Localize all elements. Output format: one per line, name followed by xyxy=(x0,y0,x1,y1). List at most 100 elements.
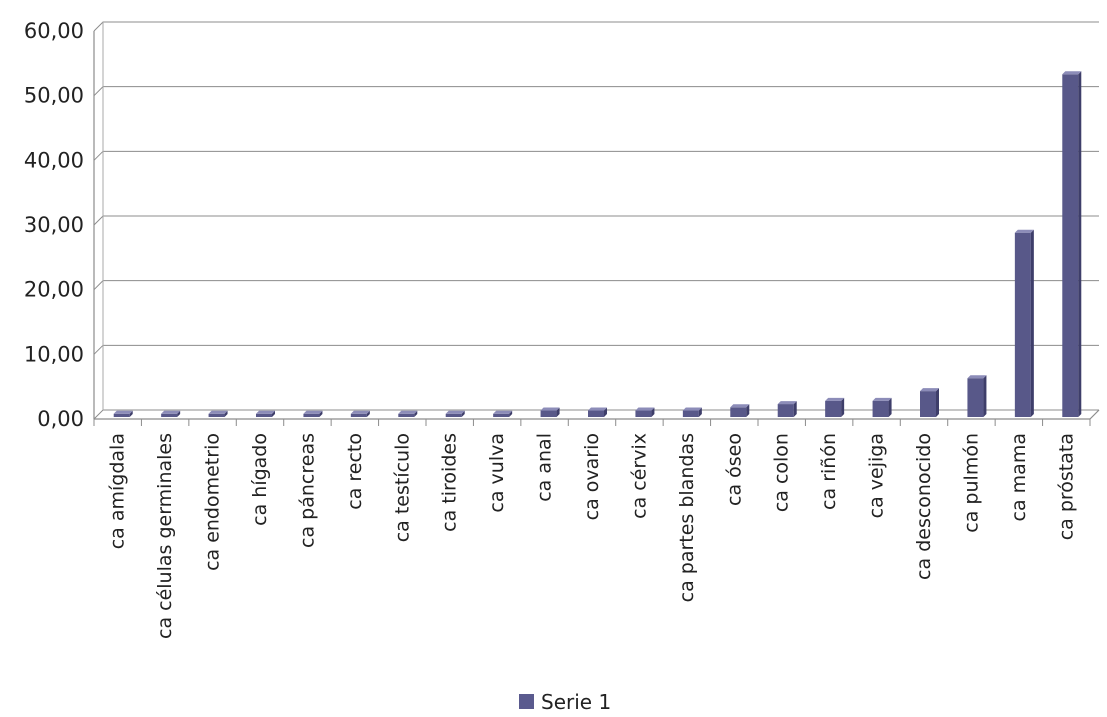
bar-top xyxy=(1062,71,1082,75)
bar xyxy=(1014,229,1034,417)
bar-front xyxy=(161,413,178,417)
bar-top xyxy=(303,410,323,414)
bar-top xyxy=(967,375,987,379)
bar-side xyxy=(272,410,275,417)
bar-side xyxy=(793,401,797,417)
bar xyxy=(398,410,418,417)
bar-top xyxy=(872,397,892,401)
bar-top xyxy=(777,401,797,405)
bar xyxy=(303,410,323,417)
bar-front xyxy=(635,410,652,417)
bar-side xyxy=(841,397,845,417)
x-tick-label: ca mama xyxy=(1008,433,1030,521)
bar-front xyxy=(208,413,225,417)
bar xyxy=(730,404,750,417)
bar-side xyxy=(177,410,181,417)
bar-front xyxy=(588,410,604,417)
bar-front xyxy=(303,413,320,417)
bar-front xyxy=(825,400,842,417)
floor-edge xyxy=(1089,409,1100,420)
bar-side xyxy=(888,397,892,417)
x-tick-label: ca pulmón xyxy=(960,433,982,533)
bar-side xyxy=(556,407,560,417)
bar-top xyxy=(730,404,750,408)
bar xyxy=(493,410,513,417)
y-tick-label: 10,00 xyxy=(24,342,84,366)
bar-top xyxy=(1014,229,1034,233)
x-tick-label: ca vejiga xyxy=(866,433,888,518)
gridline xyxy=(93,150,1099,161)
bar xyxy=(682,407,702,417)
bar-front xyxy=(730,407,747,417)
y-tick-label: 0,00 xyxy=(37,407,84,431)
x-tick-label: ca vulva xyxy=(486,433,508,513)
bar xyxy=(256,410,275,417)
bar-side xyxy=(509,410,513,417)
bar-front xyxy=(1062,74,1079,418)
bar-side xyxy=(651,407,655,417)
bar xyxy=(540,407,560,417)
bar xyxy=(825,397,845,417)
bar-top xyxy=(398,410,418,414)
x-tick-label: ca recto xyxy=(344,433,366,510)
bar-side xyxy=(746,404,750,417)
bar-front xyxy=(682,410,699,417)
bar-front xyxy=(1014,232,1031,417)
bar-front xyxy=(398,413,415,417)
legend-swatch xyxy=(519,694,534,709)
x-tick-label: ca hígado xyxy=(249,433,271,526)
bar-side xyxy=(224,410,228,417)
x-tick-label: ca testículo xyxy=(391,433,413,542)
bar-top xyxy=(635,407,655,411)
bar-side xyxy=(604,407,607,417)
y-tick-label: 40,00 xyxy=(24,148,84,172)
x-tick-label: ca células germinales xyxy=(154,433,176,639)
bar xyxy=(635,407,655,417)
x-tick-label: ca próstata xyxy=(1055,433,1077,540)
bar-front xyxy=(493,413,510,417)
y-tick-label: 50,00 xyxy=(24,84,84,108)
y-tick-label: 60,00 xyxy=(24,19,84,43)
bars xyxy=(113,71,1082,418)
legend: Serie 1 xyxy=(519,690,611,714)
gridline xyxy=(93,21,1099,32)
bar-top xyxy=(540,407,560,411)
y-axis-tick-labels: 0,00 10,00 20,00 30,00 40,00 50,00 60,00 xyxy=(24,19,84,431)
bar-side xyxy=(1030,229,1034,417)
x-tick-label: ca tiroides xyxy=(439,433,461,532)
bar-top xyxy=(682,407,702,411)
bar-front xyxy=(256,413,272,417)
bar-top xyxy=(208,410,228,414)
gridlines xyxy=(93,21,1099,420)
bar-top xyxy=(920,388,939,392)
bar-top xyxy=(445,410,465,414)
x-tick-label: ca riñón xyxy=(818,433,840,510)
bar-top xyxy=(825,397,845,401)
bar xyxy=(445,410,465,417)
gridline xyxy=(93,280,1099,291)
gridline xyxy=(93,344,1099,355)
x-tick-label: ca cérvix xyxy=(628,433,650,519)
x-tick-label: ca partes blandas xyxy=(676,433,698,602)
bar-front xyxy=(540,410,557,417)
bar-front xyxy=(113,413,130,417)
bar-side xyxy=(983,375,987,417)
bar-front xyxy=(920,391,936,417)
x-tick-label: ca colon xyxy=(771,433,793,512)
bar-side xyxy=(414,410,418,417)
y-tick-label: 30,00 xyxy=(24,213,84,237)
x-tick-label: ca desconocido xyxy=(913,433,935,580)
bar-top xyxy=(161,410,181,414)
bar xyxy=(161,410,181,417)
bar-side xyxy=(129,410,133,417)
gridline xyxy=(93,86,1099,97)
bar-side xyxy=(698,407,702,417)
bar-side xyxy=(366,410,370,417)
bar xyxy=(113,410,133,417)
bar-front xyxy=(967,378,984,417)
bar xyxy=(208,410,228,417)
legend-label: Serie 1 xyxy=(541,690,611,714)
x-tick-label: ca anal xyxy=(534,433,556,502)
bar xyxy=(1062,71,1082,418)
